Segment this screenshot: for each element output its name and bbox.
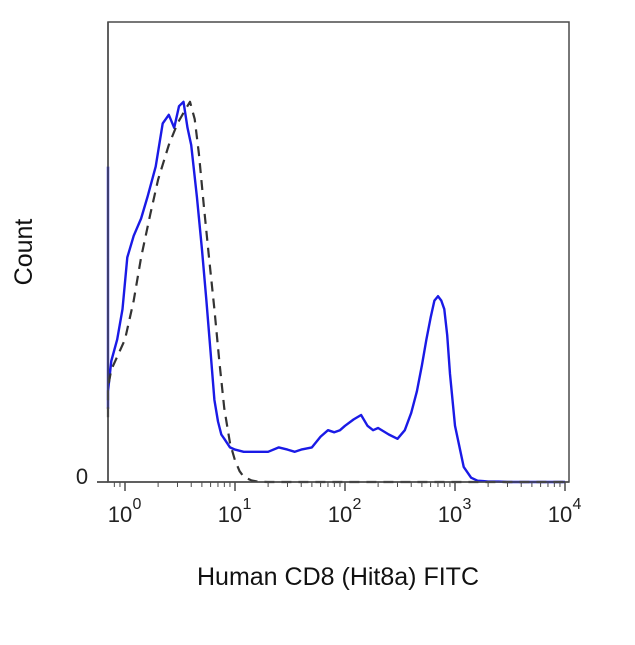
stained-histogram-line <box>106 100 565 484</box>
x-tick-exponent: 1 <box>243 496 252 513</box>
y-axis-ticks: 0 <box>76 464 108 489</box>
x-axis-ticks: 10 0 10 1 10 2 10 3 10 4 <box>108 482 582 527</box>
x-tick-exponent: 0 <box>133 496 142 513</box>
plot-frame <box>107 21 570 483</box>
x-tick-label: 10 <box>108 502 132 527</box>
x-tick-exponent: 4 <box>573 496 582 513</box>
x-tick-label: 10 <box>438 502 462 527</box>
y-tick-label: 0 <box>76 464 88 489</box>
y-axis-title: Count <box>10 219 38 286</box>
x-axis-title: Human CD8 (Hit8a) FITC <box>197 563 479 591</box>
x-tick-exponent: 3 <box>463 496 472 513</box>
x-tick-label: 10 <box>328 502 352 527</box>
x-tick-label: 10 <box>548 502 572 527</box>
x-tick-label: 10 <box>218 502 242 527</box>
x-tick-exponent: 2 <box>353 496 362 513</box>
